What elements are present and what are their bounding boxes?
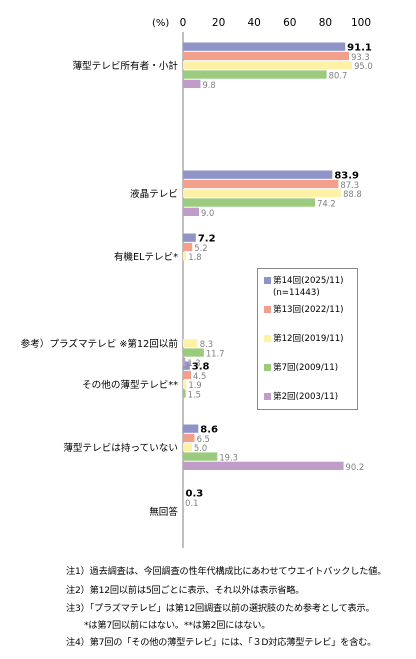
category-label: 液晶テレビ	[130, 188, 178, 200]
category-label: 薄型テレビは持っていない	[63, 442, 178, 454]
bar	[183, 361, 190, 370]
unit-label: (%)	[152, 18, 169, 29]
bar	[183, 357, 186, 366]
data-label: 0.3	[186, 489, 204, 500]
bar	[183, 170, 333, 179]
bar	[183, 233, 196, 242]
data-label: 80.7	[329, 71, 348, 81]
bar	[183, 198, 316, 207]
data-label: 93.3	[351, 52, 370, 62]
x-tick-label: 0	[180, 17, 187, 29]
data-label: 83.9	[334, 171, 359, 182]
legend-label: 第2回(2003/11)	[273, 392, 339, 402]
data-label: 95.0	[354, 61, 373, 71]
footnote-4: *は第7回以前にはない。**は第2回にはない。	[66, 620, 271, 631]
bar	[183, 370, 192, 380]
data-label: 8.3	[200, 339, 213, 349]
bar	[183, 51, 350, 61]
category-label: 有機ELテレビ*	[114, 251, 178, 263]
legend-item: 第14回(2025/11)	[264, 274, 344, 286]
bar	[183, 380, 187, 389]
x-tick-label: 40	[248, 17, 261, 29]
bar	[183, 70, 327, 79]
data-label: 11.7	[206, 349, 225, 359]
data-label: 5.0	[194, 443, 207, 453]
data-label: 1.8	[188, 252, 201, 262]
data-label: 1.5	[188, 390, 201, 400]
x-tick-label: 100	[351, 17, 371, 29]
legend-swatch	[264, 306, 271, 313]
bar	[183, 42, 346, 51]
legend-item: 第7回(2009/11)	[264, 361, 338, 373]
footnote-2: 注2）第12回以前は5回ごとに表示、それ以外は表示省略。	[66, 585, 305, 596]
data-label: 1.9	[188, 380, 201, 390]
bar	[183, 443, 192, 452]
chart-legend: 第14回(2025/11) 第13回(2022/11) 第12回(2019/11) 第…	[257, 268, 358, 410]
data-label: 9.0	[201, 208, 214, 218]
legend-swatch	[264, 393, 271, 400]
data-label: 3.8	[192, 362, 210, 373]
legend-label: 第13回(2022/11)	[273, 305, 344, 315]
bar	[183, 61, 353, 70]
bar	[183, 189, 342, 198]
legend-label: 第14回(2025/11)	[273, 276, 344, 286]
x-tick-label: 80	[319, 17, 332, 29]
data-label: 90.2	[346, 462, 365, 472]
data-label: 74.2	[317, 199, 336, 209]
bar	[183, 433, 195, 443]
x-tick-label: 20	[212, 17, 225, 29]
data-label: 9.8	[202, 80, 215, 90]
x-tick-label: 60	[283, 17, 296, 29]
legend-label: 第12回(2019/11)	[273, 334, 344, 344]
bar	[183, 488, 184, 497]
data-label: 4.5	[193, 371, 206, 381]
bar	[183, 452, 218, 461]
data-label: 0.1	[185, 498, 198, 508]
legend-sample-size: (n=11443)	[273, 288, 320, 298]
legend-swatch	[264, 364, 271, 371]
bar	[183, 207, 200, 216]
data-label: 6.5	[197, 434, 210, 444]
bar	[183, 339, 198, 348]
bar	[183, 389, 186, 398]
data-label: 5.2	[194, 243, 207, 253]
legend-swatch	[264, 277, 271, 284]
data-label: 88.8	[343, 189, 362, 199]
bar	[183, 461, 344, 470]
legend-item: 第13回(2022/11)	[264, 303, 344, 315]
bar	[183, 348, 204, 357]
data-label: 19.3	[219, 453, 238, 463]
data-label: 8.6	[200, 425, 218, 436]
legend-label: 第7回(2009/11)	[273, 363, 339, 373]
category-label: 薄型テレビ所有者・小計	[72, 60, 178, 72]
data-label: 91.1	[347, 43, 372, 54]
legend-item: 第2回(2003/11)	[264, 390, 338, 402]
legend-swatch	[264, 335, 271, 342]
bar	[183, 179, 339, 189]
bar	[183, 252, 187, 261]
bar	[183, 424, 199, 433]
footnote-3: 注3）「プラズマテレビ」は第12回調査以前の選択肢のため参考として表示。	[66, 603, 375, 614]
footnote-1: 注1）過去調査は、今回調査の性年代構成比にあわせてウエイトバックした値。	[66, 566, 387, 577]
category-label: その他の薄型テレビ**	[82, 379, 178, 391]
data-label: 1.3	[187, 358, 200, 368]
bar	[183, 79, 201, 88]
data-label: 7.2	[198, 234, 216, 245]
category-label: 無回答	[149, 506, 178, 518]
data-label: 87.3	[340, 180, 359, 190]
legend-item: 第12回(2019/11)	[264, 332, 344, 344]
footnote-5: 注4）第7回の「その他の薄型テレビ」には、「３D対応薄型テレビ」を含む。	[66, 637, 377, 648]
category-label: 参考）プラズマテレビ ※第12回以前	[21, 338, 179, 350]
bar	[183, 242, 193, 252]
